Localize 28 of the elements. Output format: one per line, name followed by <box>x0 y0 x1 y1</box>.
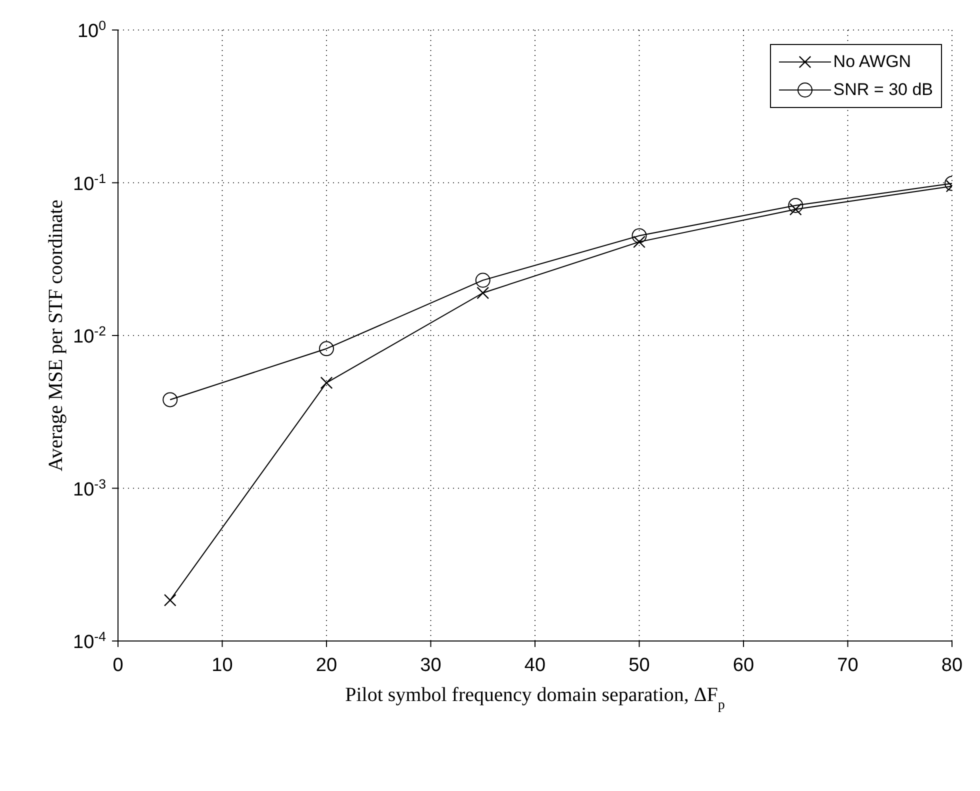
point <box>789 203 802 216</box>
x-tick-label: 40 <box>524 655 546 676</box>
x-tick-label: 50 <box>628 655 650 676</box>
x-tick-label: 30 <box>420 655 442 676</box>
y-tick-label: 10$^{0}$ <box>77 18 106 42</box>
x-tick-label: 80 <box>941 655 963 676</box>
x-tick-label: 70 <box>837 655 858 676</box>
legend-label: SNR = 30 dB <box>833 80 933 100</box>
y-tick-label: 10$^{-2}$ <box>73 323 106 348</box>
point <box>162 392 178 408</box>
point <box>319 341 334 356</box>
point <box>320 376 333 390</box>
x-tick-label: 0 <box>112 655 124 676</box>
x-tick-label: 60 <box>732 655 754 676</box>
point <box>788 198 804 213</box>
legend-label: No AWGN <box>833 52 912 72</box>
point <box>476 286 490 300</box>
x-tick-label: 20 <box>316 655 338 676</box>
point <box>632 228 647 244</box>
point <box>633 236 646 248</box>
x-tick-label: 10 <box>212 655 233 676</box>
point <box>164 594 176 606</box>
y-axis-title: Average MSE per STF coordinate <box>45 199 67 472</box>
y-tick-label: 10$^{-3}$ <box>73 476 106 500</box>
point <box>475 272 490 288</box>
x-axis-title: Pilot symbol frequency domain separation, ΔF$_{p}$ <box>345 684 725 712</box>
y-tick-label: 10$^{-4}$ <box>73 628 106 653</box>
y-tick-label: 10$^{-1}$ <box>73 170 106 195</box>
